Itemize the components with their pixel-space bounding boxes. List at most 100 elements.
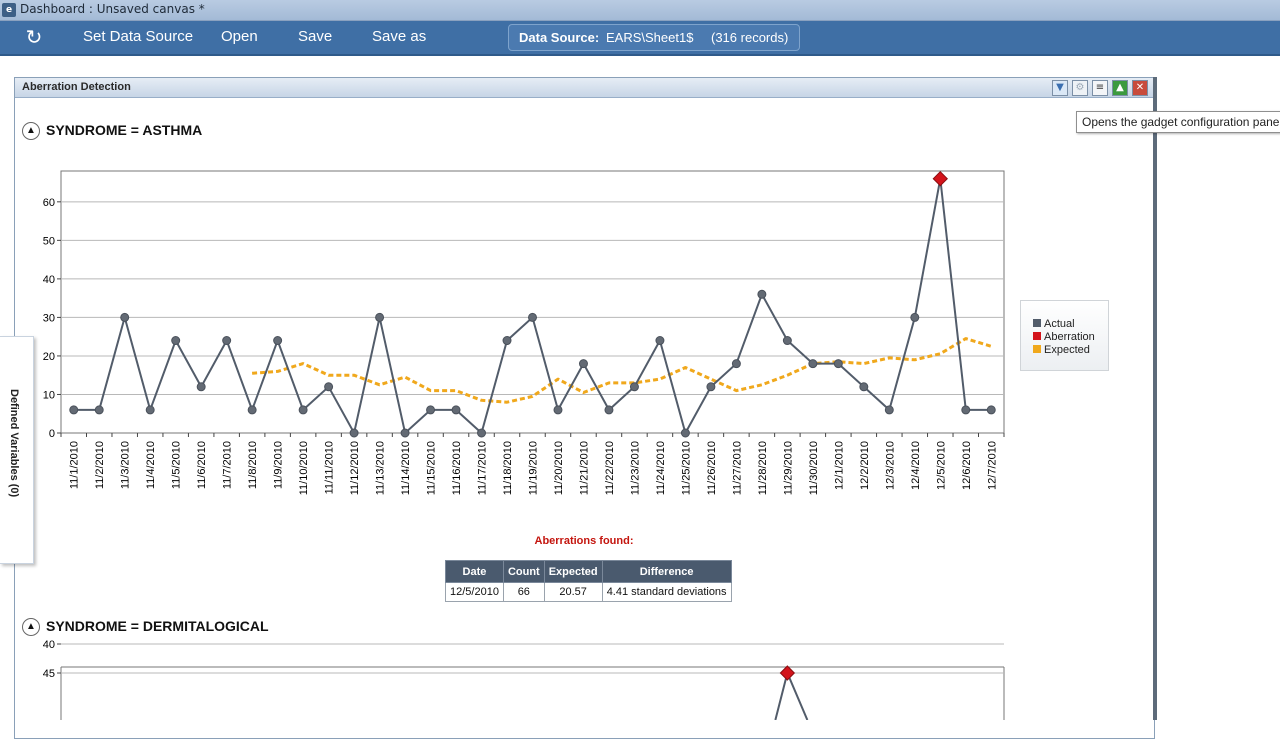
data-source-value: EARS\Sheet1$ <box>606 30 694 45</box>
x-tick-label: 12/2/2010 <box>859 441 871 490</box>
x-tick-label: 11/17/2010 <box>477 441 489 495</box>
actual-point <box>349 428 359 438</box>
gadget-header[interactable]: Aberration Detection ▼ ⚙ ≡ ▲ ✕ <box>15 78 1154 98</box>
x-tick-label: 11/13/2010 <box>375 441 387 495</box>
actual-point <box>910 312 920 322</box>
actual-point <box>273 336 283 346</box>
actual-point <box>196 382 206 392</box>
x-tick-label: 11/8/2010 <box>247 441 259 489</box>
refresh-icon[interactable]: ↻ <box>25 25 43 49</box>
x-tick-label: 11/25/2010 <box>680 441 692 495</box>
x-tick-label: 11/14/2010 <box>400 441 412 495</box>
x-tick-label: 12/6/2010 <box>961 441 973 490</box>
data-source-panel[interactable]: Data Source: EARS\Sheet1$ (316 records) <box>508 24 800 51</box>
gadget-config-tooltip: Opens the gadget configuration panel <box>1076 111 1280 133</box>
table-row: 12/5/2010 66 20.57 4.41 standard deviati… <box>445 582 732 602</box>
actual-point <box>400 428 410 438</box>
y-tick-label: 0 <box>49 428 55 440</box>
y-tick-label: 20 <box>43 351 55 363</box>
x-tick-label: 11/29/2010 <box>782 441 794 495</box>
x-tick-label: 11/10/2010 <box>298 441 310 495</box>
x-tick-label: 11/26/2010 <box>706 441 718 495</box>
table-cell: 12/5/2010 <box>445 582 504 602</box>
x-tick-label: 11/28/2010 <box>757 441 769 495</box>
gear-icon[interactable]: ⚙ <box>1072 80 1088 96</box>
actual-point <box>655 336 665 346</box>
defined-variables-tab[interactable]: Defined Variables (0) <box>0 336 34 564</box>
x-tick-label: 11/7/2010 <box>222 441 234 489</box>
collapse-icon[interactable]: ▲ <box>22 618 40 637</box>
filter-icon[interactable]: ▼ <box>1052 80 1068 96</box>
table-cell: 20.57 <box>543 582 603 602</box>
legend-swatch <box>1033 345 1041 353</box>
actual-point <box>451 405 461 415</box>
actual-point <box>222 336 232 346</box>
actual-point <box>986 405 996 415</box>
actual-point <box>247 405 257 415</box>
collapse-icon[interactable]: ▲ <box>22 122 40 141</box>
y-tick-label: 60 <box>43 197 55 209</box>
y-tick-label: 40 <box>43 274 55 286</box>
actual-point <box>502 336 512 346</box>
section-title-dermatological: ▲ SYNDROME = DERMITALOGICAL <box>22 618 269 637</box>
x-tick-label: 11/19/2010 <box>528 441 540 495</box>
close-icon[interactable]: ✕ <box>1132 80 1148 96</box>
x-tick-label: 11/20/2010 <box>553 441 565 495</box>
y-tick-label: 45 <box>43 668 55 680</box>
actual-point <box>477 428 487 438</box>
data-source-label: Data Source: <box>519 30 600 45</box>
legend-swatch <box>1033 319 1041 327</box>
table-cell: 66 <box>502 582 545 602</box>
chart-legend: Actual Aberration Expected <box>1020 300 1109 371</box>
actual-point <box>706 382 716 392</box>
x-tick-label: 12/7/2010 <box>986 441 998 490</box>
actual-point <box>375 312 385 322</box>
app-icon: e <box>2 3 16 17</box>
section-title-text: SYNDROME = DERMITALOGICAL <box>46 618 269 634</box>
gadget-border <box>1153 77 1157 720</box>
legend-swatch <box>1033 332 1041 340</box>
actual-point <box>528 312 537 322</box>
x-tick-label: 11/3/2010 <box>120 441 132 489</box>
x-tick-label: 11/15/2010 <box>426 441 438 495</box>
x-tick-label: 11/23/2010 <box>629 441 641 495</box>
maximize-icon[interactable]: ▲ <box>1112 80 1128 96</box>
actual-point <box>120 312 130 322</box>
aberrations-table: Date Count Expected Difference 12/5/2010… <box>445 560 732 602</box>
save-button[interactable]: Save <box>298 28 333 45</box>
table-header-row: Date Count Expected Difference <box>445 560 732 583</box>
actual-point <box>731 359 741 369</box>
x-tick-label: 11/5/2010 <box>171 441 183 489</box>
y-tick-label: 30 <box>43 312 55 324</box>
open-button[interactable]: Open <box>221 28 258 45</box>
legend-item-actual: Actual <box>1033 318 1075 330</box>
x-tick-label: 11/6/2010 <box>196 441 208 489</box>
toolbar: ↻ Set Data Source Open Save Save as Data… <box>0 21 1280 56</box>
legend-item-aberration: Aberration <box>1033 331 1095 343</box>
actual-point <box>808 359 818 369</box>
y-tick-label: 50 <box>43 235 55 247</box>
x-tick-label: 12/3/2010 <box>884 441 896 490</box>
y-tick-label: 10 <box>43 389 55 401</box>
actual-series-line <box>774 669 809 720</box>
x-tick-label: 12/1/2010 <box>833 441 845 490</box>
x-tick-label: 11/24/2010 <box>655 441 667 495</box>
aberration-charts: 0 10 20 30 40 50 60 11/1/2010 11/2/2010 11/3/2010… <box>43 170 1005 720</box>
window-title: Dashboard : Unsaved canvas * <box>20 2 205 16</box>
set-data-source-button[interactable]: Set Data Source <box>83 28 194 45</box>
x-tick-label: 11/4/2010 <box>145 441 157 489</box>
column-header: Date <box>445 560 504 583</box>
column-header: Count <box>502 560 545 583</box>
actual-point <box>782 336 792 346</box>
section-title-text: SYNDROME = ASTHMA <box>46 122 203 138</box>
x-tick-label: 12/5/2010 <box>935 441 947 490</box>
x-tick-label: 11/27/2010 <box>731 441 743 495</box>
x-tick-label: 11/22/2010 <box>604 441 616 495</box>
actual-point <box>171 336 181 346</box>
aberrations-heading: Aberrations found: <box>534 535 634 547</box>
x-tick-label: 11/2/2010 <box>94 441 106 489</box>
x-tick-label: 11/30/2010 <box>808 441 820 495</box>
save-as-button[interactable]: Save as <box>372 28 427 45</box>
actual-point <box>604 405 614 415</box>
list-icon[interactable]: ≡ <box>1092 80 1108 96</box>
